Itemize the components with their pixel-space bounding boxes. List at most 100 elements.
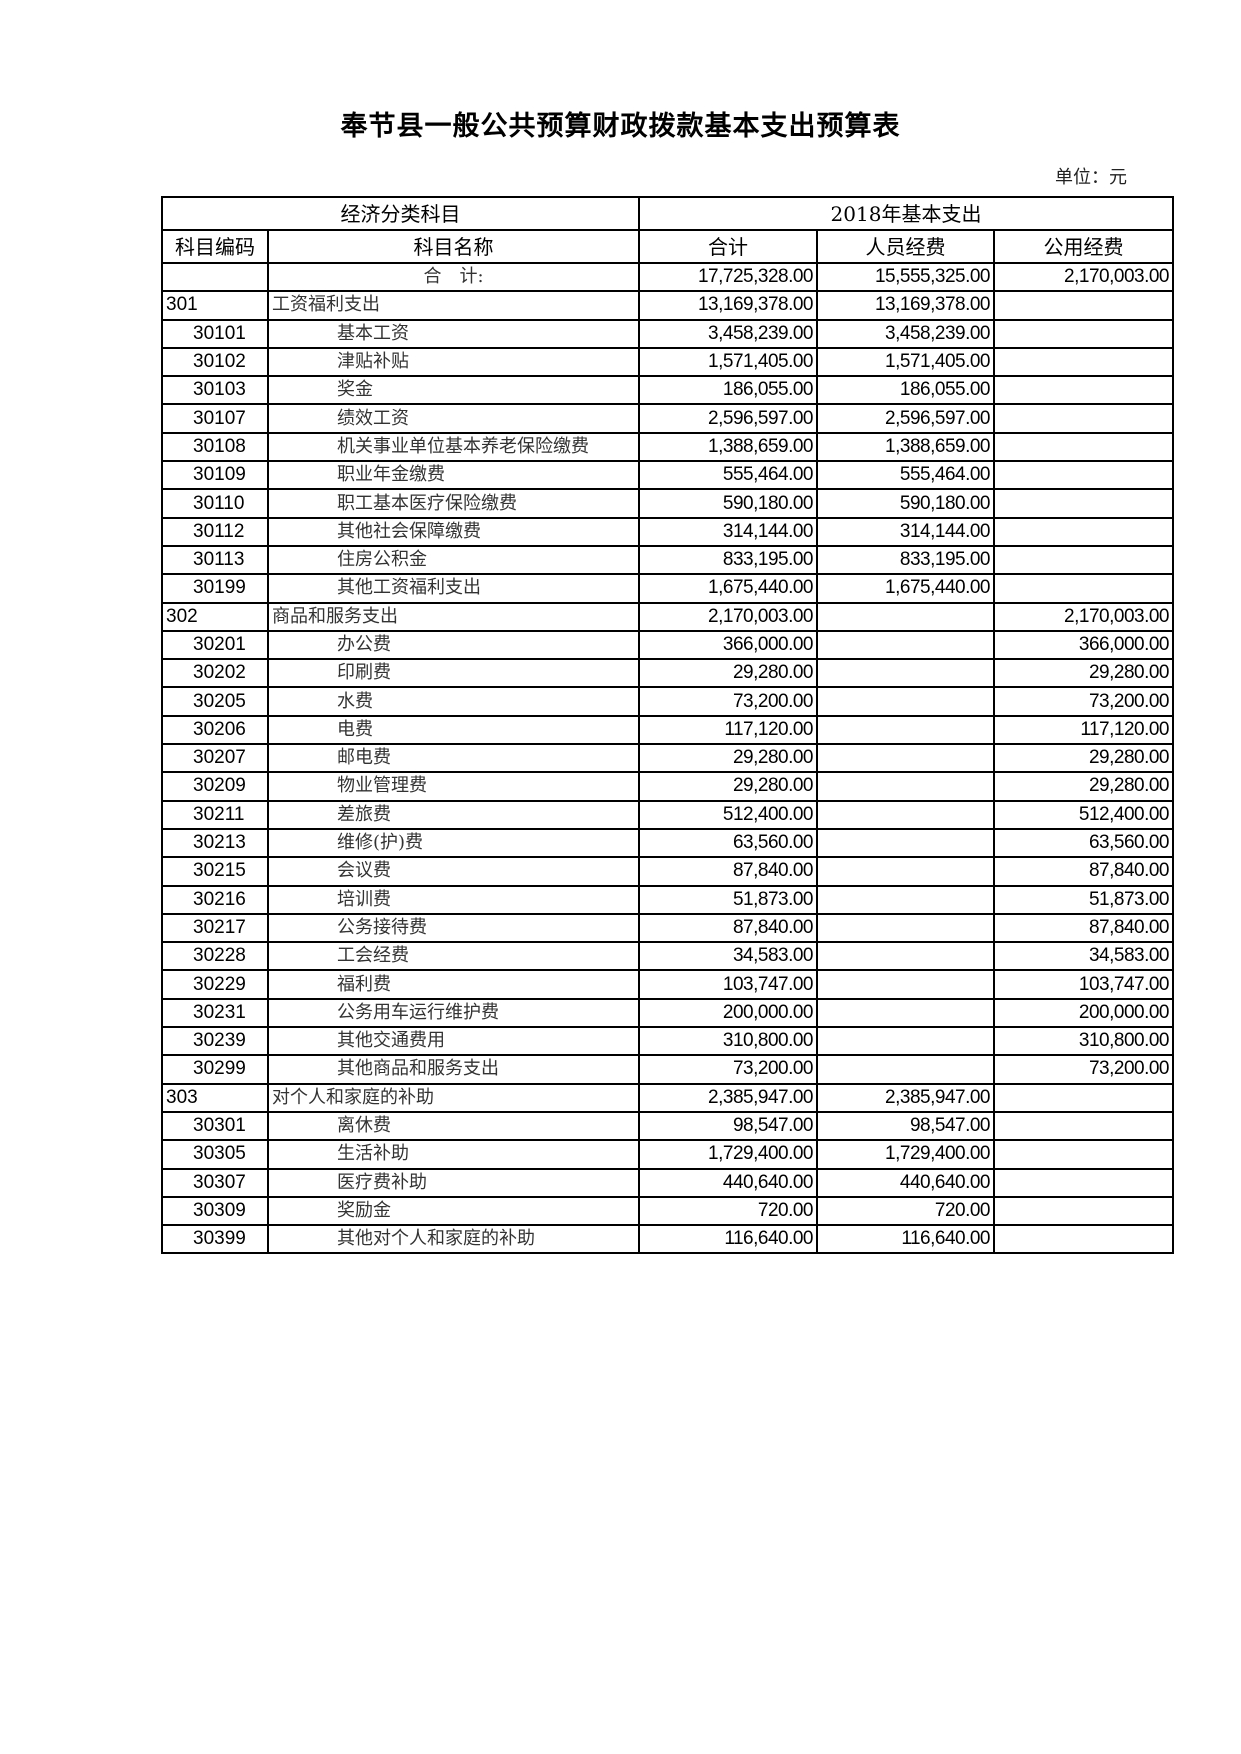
cell-code: 30211 bbox=[161, 799, 269, 830]
cell-public bbox=[993, 1082, 1174, 1113]
header-name: 科目名称 bbox=[267, 229, 640, 264]
cell-personnel: 2,385,947.00 bbox=[816, 1082, 995, 1113]
table-row: 30101 基本工资 3,458,239.00 3,458,239.00 bbox=[161, 318, 1174, 349]
table-row: 30109 职业年金缴费 555,464.00 555,464.00 bbox=[161, 460, 1174, 491]
cell-personnel bbox=[816, 799, 995, 830]
cell-public bbox=[993, 460, 1174, 491]
cell-personnel bbox=[816, 1026, 995, 1057]
cell-code: 30206 bbox=[161, 714, 269, 746]
cell-name: 印刷费 bbox=[267, 658, 640, 689]
cell-code: 30202 bbox=[161, 658, 269, 689]
header-personnel: 人员经费 bbox=[816, 229, 995, 264]
header-code: 科目编码 bbox=[161, 229, 269, 264]
cell-public: 2,170,003.00 bbox=[993, 601, 1174, 632]
cell-total: 116,640.00 bbox=[638, 1224, 818, 1255]
cell-name: 物业管理费 bbox=[267, 771, 640, 802]
cell-code: 30299 bbox=[161, 1054, 269, 1085]
table-row: 30102 津贴补贴 1,571,405.00 1,571,405.00 bbox=[161, 346, 1174, 378]
cell-total: 34,583.00 bbox=[638, 941, 818, 972]
table-row: 30205 水费 73,200.00 73,200.00 bbox=[161, 686, 1174, 717]
cell-name: 工会经费 bbox=[267, 941, 640, 972]
cell-total: 98,547.00 bbox=[638, 1110, 818, 1142]
cell-code: 301 bbox=[161, 290, 269, 321]
cell-public: 310,800.00 bbox=[993, 1026, 1174, 1057]
cell-total: 103,747.00 bbox=[638, 969, 818, 1000]
cell-public: 73,200.00 bbox=[993, 686, 1174, 717]
table-row: 30239 其他交通费用 310,800.00 310,800.00 bbox=[161, 1026, 1174, 1057]
cell-public bbox=[993, 573, 1174, 604]
cell-total: 2,385,947.00 bbox=[638, 1082, 818, 1113]
table-row: 30199 其他工资福利支出 1,675,440.00 1,675,440.00 bbox=[161, 573, 1174, 604]
cell-public: 51,873.00 bbox=[993, 884, 1174, 915]
cell-personnel bbox=[816, 1054, 995, 1085]
cell-public: 29,280.00 bbox=[993, 771, 1174, 802]
header-economic-classification: 经济分类科目 bbox=[161, 196, 640, 231]
cell-personnel: 186,055.00 bbox=[816, 375, 995, 406]
table-row: 合 计: 17,725,328.00 15,555,325.00 2,170,003.… bbox=[161, 261, 1174, 293]
cell-total: 512,400.00 bbox=[638, 799, 818, 830]
cell-personnel bbox=[816, 686, 995, 717]
cell-personnel: 1,388,659.00 bbox=[816, 431, 995, 463]
cell-name: 绩效工资 bbox=[267, 403, 640, 434]
header-public: 公用经费 bbox=[993, 229, 1174, 264]
cell-total: 186,055.00 bbox=[638, 375, 818, 406]
cell-code: 30108 bbox=[161, 431, 269, 463]
cell-name: 职业年金缴费 bbox=[267, 460, 640, 491]
cell-public: 34,583.00 bbox=[993, 941, 1174, 972]
cell-personnel bbox=[816, 629, 995, 661]
header-total: 合计 bbox=[638, 229, 818, 264]
table-row: 30211 差旅费 512,400.00 512,400.00 bbox=[161, 799, 1174, 830]
cell-personnel: 98,547.00 bbox=[816, 1110, 995, 1142]
cell-public: 87,840.00 bbox=[993, 856, 1174, 887]
cell-total: 1,675,440.00 bbox=[638, 573, 818, 604]
cell-total: 51,873.00 bbox=[638, 884, 818, 915]
table-row: 30399 其他对个人和家庭的补助 116,640.00 116,640.00 bbox=[161, 1224, 1174, 1255]
cell-public bbox=[993, 1167, 1174, 1198]
cell-name: 生活补助 bbox=[267, 1139, 640, 1170]
table-row: 302 商品和服务支出 2,170,003.00 2,170,003.00 bbox=[161, 601, 1174, 632]
cell-code: 30309 bbox=[161, 1195, 269, 1227]
cell-name: 福利费 bbox=[267, 969, 640, 1000]
table-row: 30229 福利费 103,747.00 103,747.00 bbox=[161, 969, 1174, 1000]
cell-name: 医疗费补助 bbox=[267, 1167, 640, 1198]
cell-name: 会议费 bbox=[267, 856, 640, 887]
cell-public: 512,400.00 bbox=[993, 799, 1174, 830]
cell-public bbox=[993, 1224, 1174, 1255]
table-row: 30207 邮电费 29,280.00 29,280.00 bbox=[161, 743, 1174, 774]
header-basic-expenditure: 2018年基本支出 bbox=[638, 196, 1174, 231]
cell-code: 30102 bbox=[161, 346, 269, 378]
budget-table: 经济分类科目 2018年基本支出 科目编码 科目名称 合计 人员经费 公用经费 … bbox=[161, 196, 1174, 1255]
cell-name: 津贴补贴 bbox=[267, 346, 640, 378]
cell-code: 30216 bbox=[161, 884, 269, 915]
cell-public bbox=[993, 346, 1174, 378]
table-row: 30202 印刷费 29,280.00 29,280.00 bbox=[161, 658, 1174, 689]
cell-name: 奖励金 bbox=[267, 1195, 640, 1227]
cell-code: 30113 bbox=[161, 544, 269, 576]
cell-code: 30217 bbox=[161, 912, 269, 944]
cell-total: 555,464.00 bbox=[638, 460, 818, 491]
cell-public: 29,280.00 bbox=[993, 743, 1174, 774]
cell-total: 200,000.00 bbox=[638, 997, 818, 1029]
cell-personnel: 1,729,400.00 bbox=[816, 1139, 995, 1170]
cell-code: 30228 bbox=[161, 941, 269, 972]
cell-total: 73,200.00 bbox=[638, 686, 818, 717]
table-row: 30307 医疗费补助 440,640.00 440,640.00 bbox=[161, 1167, 1174, 1198]
cell-total: 1,729,400.00 bbox=[638, 1139, 818, 1170]
cell-code: 303 bbox=[161, 1082, 269, 1113]
cell-name: 邮电费 bbox=[267, 743, 640, 774]
cell-code: 302 bbox=[161, 601, 269, 632]
cell-personnel bbox=[816, 941, 995, 972]
cell-total: 1,388,659.00 bbox=[638, 431, 818, 463]
cell-code bbox=[161, 261, 269, 293]
cell-name: 其他商品和服务支出 bbox=[267, 1054, 640, 1085]
cell-total: 1,571,405.00 bbox=[638, 346, 818, 378]
cell-public: 117,120.00 bbox=[993, 714, 1174, 746]
cell-public: 63,560.00 bbox=[993, 827, 1174, 859]
cell-total: 590,180.00 bbox=[638, 488, 818, 519]
table-row: 30107 绩效工资 2,596,597.00 2,596,597.00 bbox=[161, 403, 1174, 434]
table-row: 301 工资福利支出 13,169,378.00 13,169,378.00 bbox=[161, 290, 1174, 321]
cell-public: 29,280.00 bbox=[993, 658, 1174, 689]
cell-name: 合 计: bbox=[267, 261, 640, 293]
table-row: 30231 公务用车运行维护费 200,000.00 200,000.00 bbox=[161, 997, 1174, 1029]
cell-personnel: 440,640.00 bbox=[816, 1167, 995, 1198]
